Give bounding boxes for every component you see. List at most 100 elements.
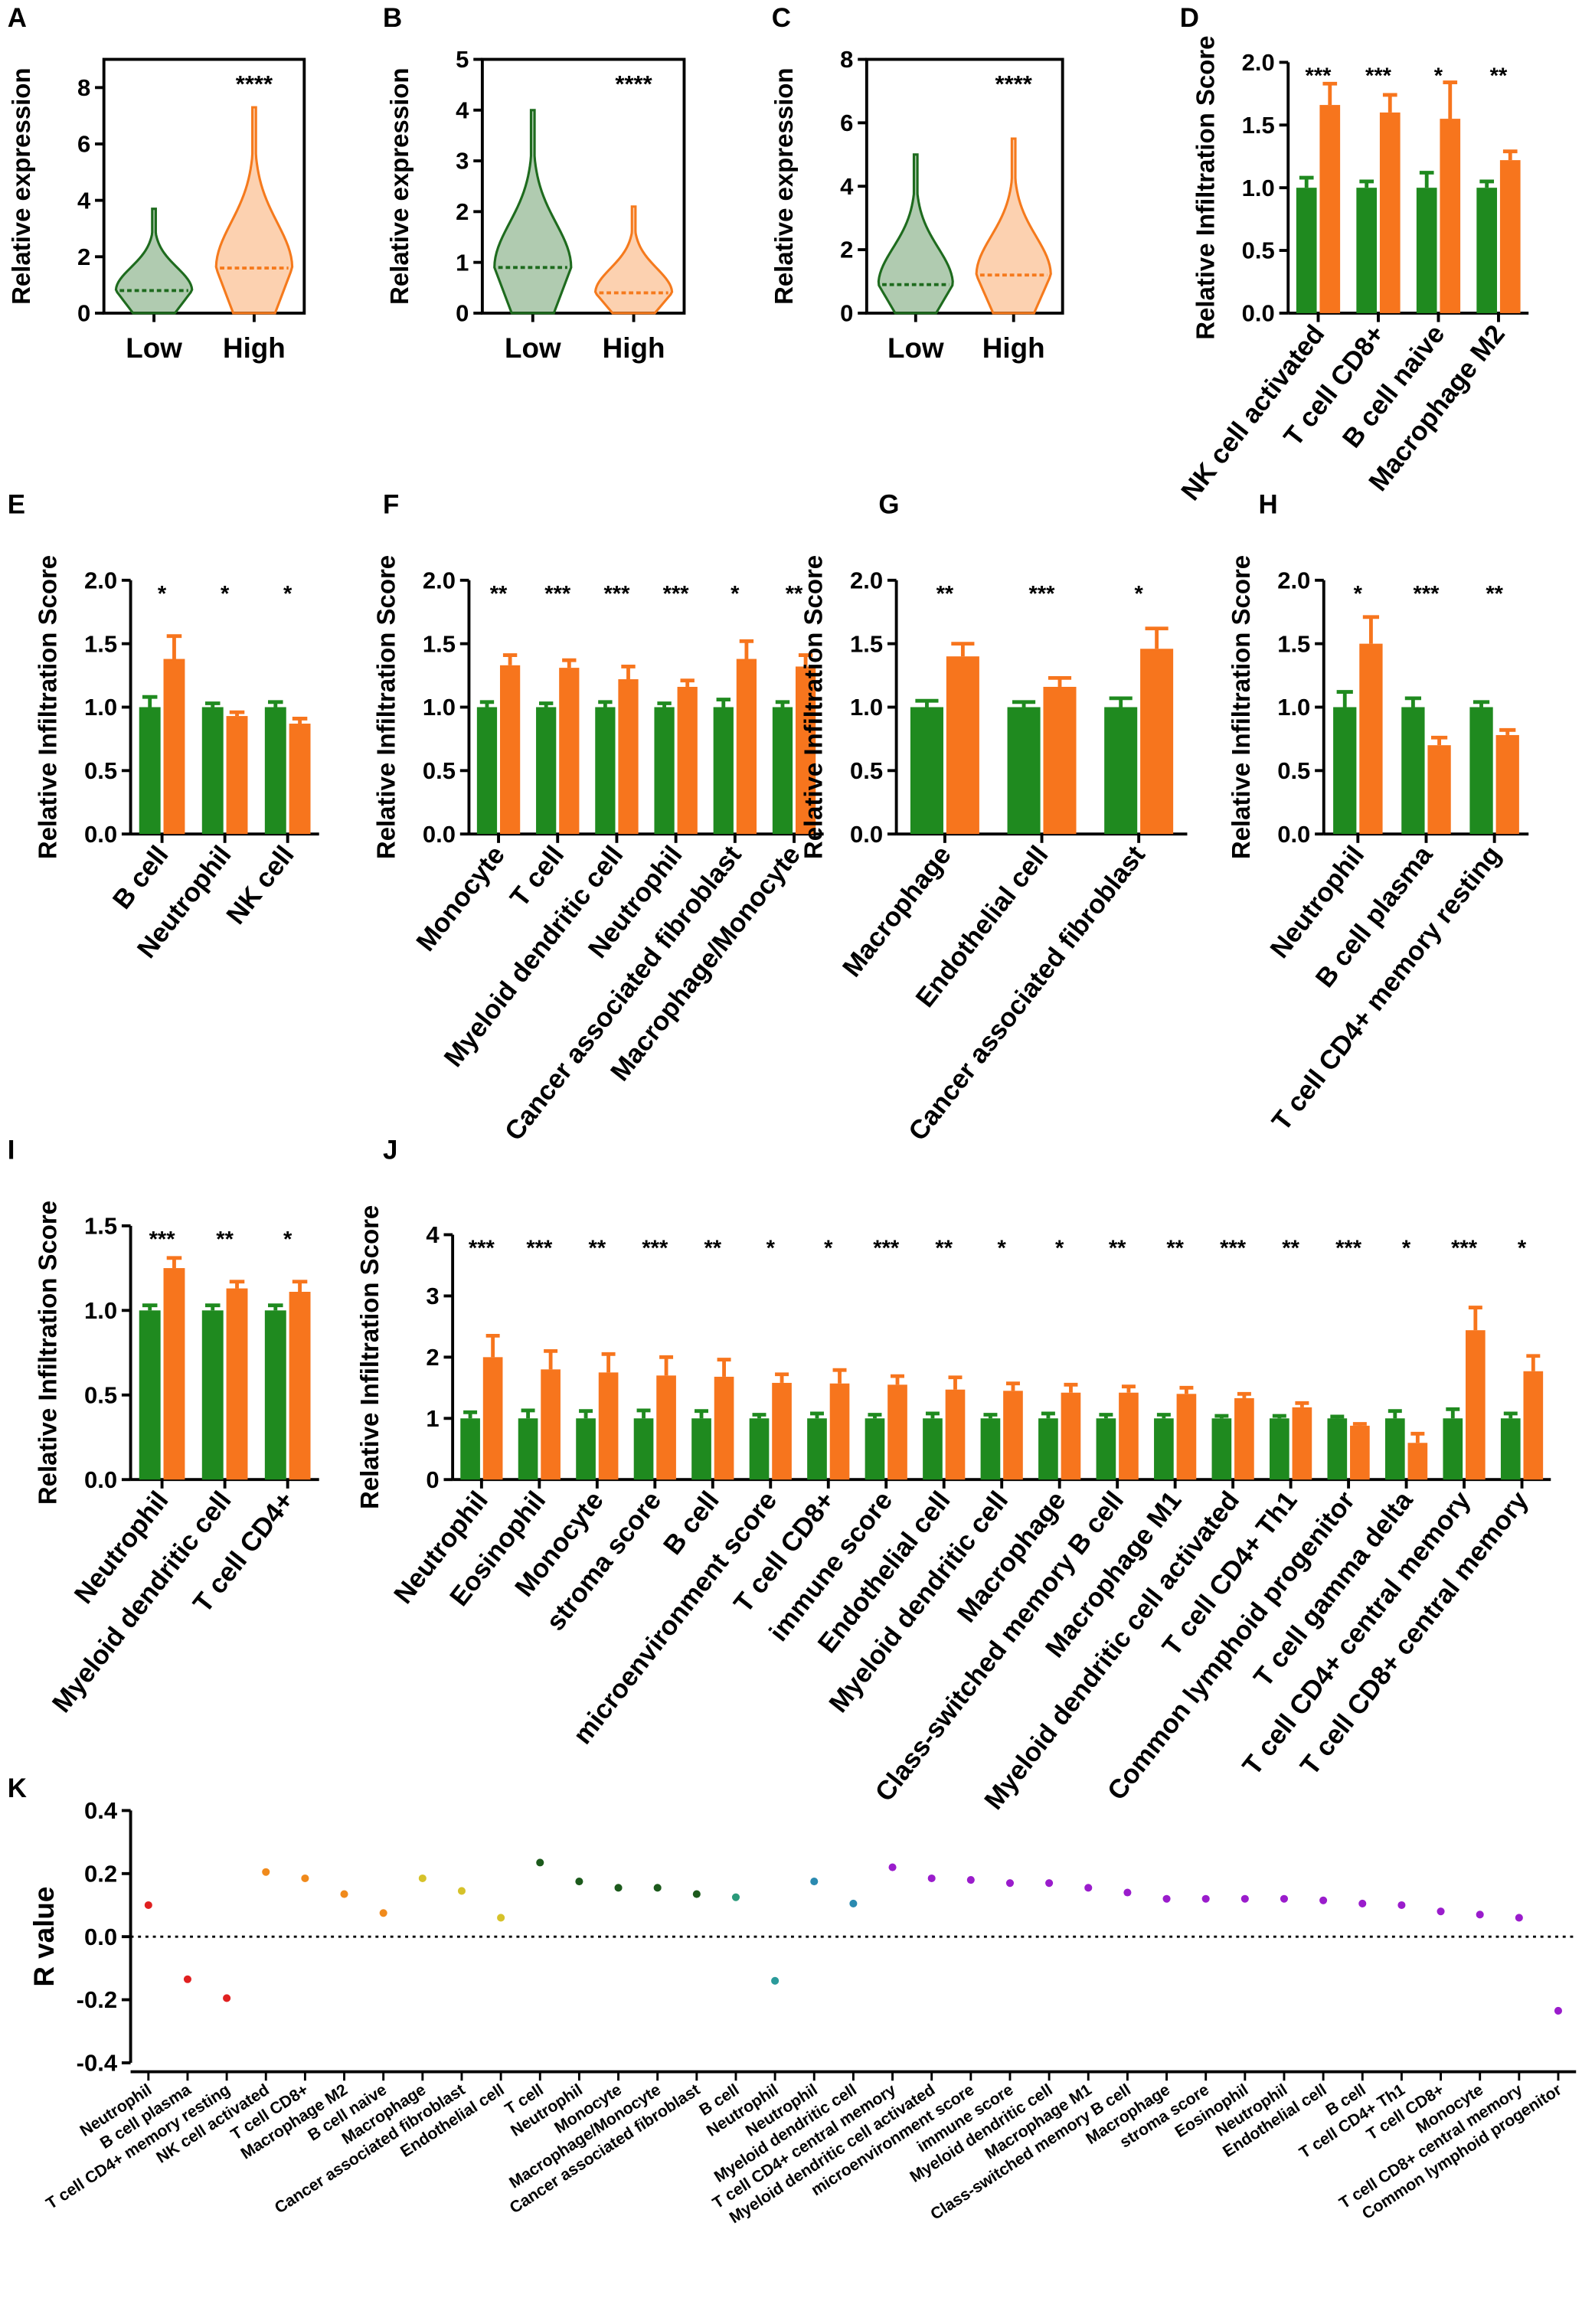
bar xyxy=(1319,105,1341,313)
bar xyxy=(772,707,793,835)
bar xyxy=(677,686,698,835)
point xyxy=(927,1874,936,1883)
point xyxy=(1476,1911,1484,1919)
significance-label: *** xyxy=(663,582,690,606)
point xyxy=(1084,1884,1093,1892)
bar xyxy=(656,1375,676,1480)
bar xyxy=(1495,734,1519,835)
significance-label: *** xyxy=(544,582,571,606)
point xyxy=(575,1878,583,1886)
significance-label: * xyxy=(158,582,167,606)
bar xyxy=(1119,1392,1139,1480)
significance-label: *** xyxy=(469,1237,495,1261)
y-tick-label: 4 xyxy=(840,173,854,200)
bar xyxy=(1466,1330,1486,1480)
bar xyxy=(289,724,311,835)
bar xyxy=(945,1389,966,1480)
bar xyxy=(163,659,185,835)
significance-label: * xyxy=(1518,1237,1527,1261)
x-tick-label: Low xyxy=(126,332,182,364)
significance-label: *** xyxy=(1220,1237,1247,1261)
point xyxy=(1397,1901,1406,1910)
y-tick-label: 0.0 xyxy=(1277,821,1310,848)
bar xyxy=(499,665,521,835)
significance-label: ** xyxy=(589,1237,606,1261)
bar xyxy=(887,1384,907,1480)
significance-label: * xyxy=(1134,582,1143,606)
significance-label: *** xyxy=(1451,1237,1478,1261)
y-tick-label: 8 xyxy=(77,74,90,101)
y-tick-label: 1.5 xyxy=(84,630,117,657)
y-tick-label: 1.0 xyxy=(1242,175,1275,201)
point xyxy=(1437,1907,1445,1916)
significance-label: *** xyxy=(149,1227,176,1252)
bar xyxy=(807,1418,827,1480)
bar xyxy=(559,668,580,835)
bar xyxy=(482,1357,503,1480)
point xyxy=(418,1874,427,1883)
y-tick-label: 4 xyxy=(426,1221,440,1248)
point xyxy=(1358,1899,1367,1907)
significance-label: **** xyxy=(236,70,273,97)
bar xyxy=(1003,1391,1023,1480)
bar xyxy=(923,1418,943,1480)
significance-label: * xyxy=(283,582,293,606)
significance-label: * xyxy=(731,582,740,606)
bar xyxy=(713,707,734,835)
point xyxy=(340,1890,348,1898)
y-tick-label: 1.5 xyxy=(84,1212,117,1239)
y-tick-label: 2 xyxy=(456,198,469,225)
bar xyxy=(618,679,639,835)
panel-label: C xyxy=(772,3,791,33)
significance-label: * xyxy=(998,1237,1007,1261)
panel-label: E xyxy=(8,490,25,520)
y-tick-label: 0.5 xyxy=(1277,757,1310,784)
bar xyxy=(1427,745,1451,835)
y-tick-label: 1.5 xyxy=(423,630,456,657)
significance-label: ** xyxy=(1486,582,1503,606)
significance-label: * xyxy=(1402,1237,1411,1261)
significance-label: ** xyxy=(936,582,954,606)
bar xyxy=(1440,119,1461,313)
y-tick-label: 0.5 xyxy=(850,757,883,784)
point xyxy=(1201,1894,1210,1903)
y-axis-title: Relative Infiltration Score xyxy=(1191,36,1219,340)
x-tick-label: Low xyxy=(505,332,561,364)
panel-label: A xyxy=(8,3,27,33)
y-tick-label: 0.0 xyxy=(84,821,117,848)
y-axis-title: Relative expression xyxy=(385,68,413,305)
y-tick-label: 2 xyxy=(840,237,853,263)
panel-label: D xyxy=(1180,3,1199,33)
significance-label: * xyxy=(283,1227,293,1252)
bar xyxy=(1211,1418,1232,1480)
y-tick-label: 0 xyxy=(77,300,90,327)
point xyxy=(653,1884,662,1892)
panel-label: F xyxy=(383,490,399,520)
y-tick-label: 2.0 xyxy=(1242,49,1275,76)
bar xyxy=(1140,649,1174,835)
bar xyxy=(1407,1443,1428,1480)
y-tick-label: 0.5 xyxy=(84,1381,117,1408)
bar xyxy=(865,1418,885,1480)
bar xyxy=(1043,686,1077,835)
y-tick-label: 2.0 xyxy=(850,567,883,593)
violin xyxy=(214,106,294,315)
bar xyxy=(1350,1425,1370,1480)
y-tick-label: 0.5 xyxy=(423,757,456,784)
bar xyxy=(264,1310,286,1480)
y-tick-label: 8 xyxy=(840,46,853,73)
bar xyxy=(1384,1418,1405,1480)
panel-label: K xyxy=(8,1773,27,1803)
bar xyxy=(1476,188,1498,313)
bar xyxy=(910,707,943,835)
bar xyxy=(1499,160,1521,313)
y-tick-label: -0.4 xyxy=(77,2050,118,2077)
violin xyxy=(493,109,573,315)
bar xyxy=(1500,1418,1521,1480)
point xyxy=(1515,1914,1523,1922)
violin xyxy=(975,137,1052,315)
point xyxy=(614,1884,623,1892)
y-tick-label: 2.0 xyxy=(423,567,456,593)
point xyxy=(849,1899,858,1907)
